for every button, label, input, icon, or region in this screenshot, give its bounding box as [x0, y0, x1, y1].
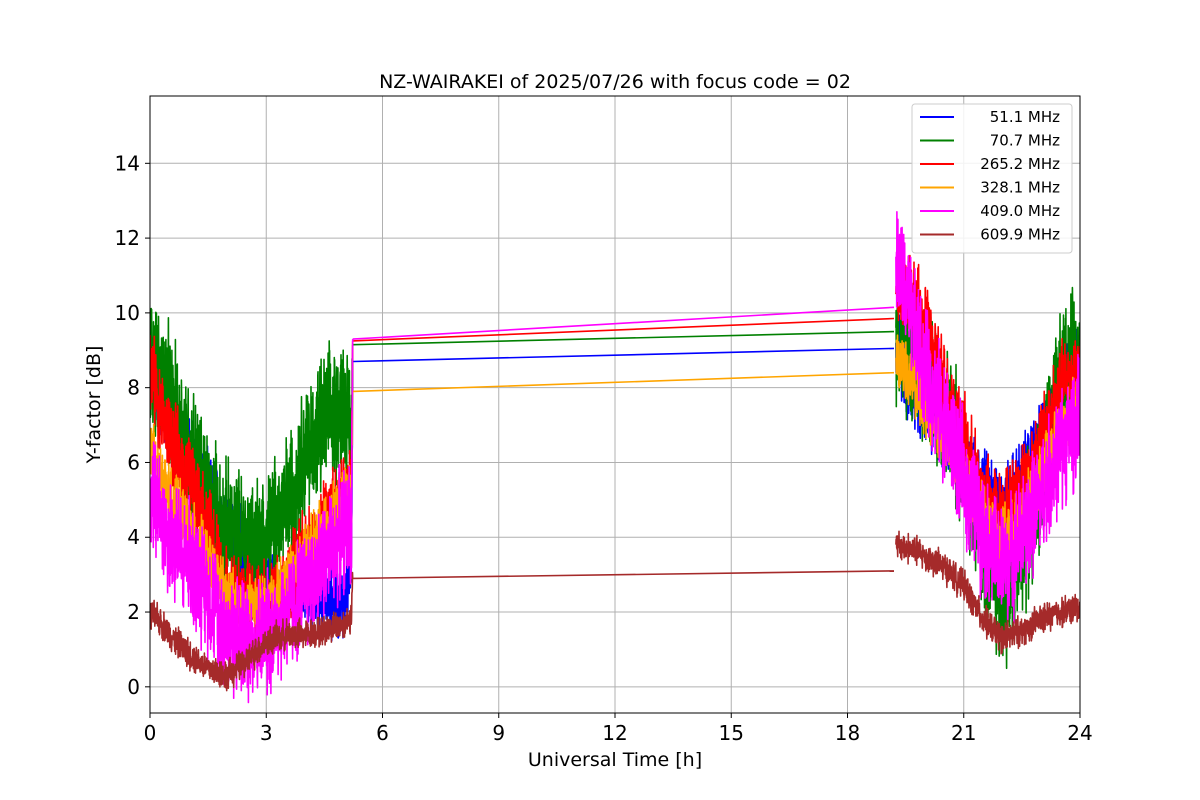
y-tick-label: 8	[127, 376, 140, 400]
series-line-segment	[895, 211, 1080, 627]
series-609-9-mhz	[150, 530, 1080, 692]
legend-label: 328.1 MHz	[980, 179, 1060, 197]
x-tick-label: 24	[1067, 721, 1092, 745]
series-line-segment	[150, 339, 354, 704]
series-line-segment	[352, 330, 895, 346]
x-tick-label: 21	[951, 721, 976, 745]
series-line-segment	[352, 371, 895, 393]
plot-area	[150, 211, 1080, 704]
y-tick-label: 6	[127, 450, 140, 474]
y-tick-label: 0	[127, 675, 140, 699]
series-line-segment	[352, 306, 895, 340]
series-line-segment	[895, 530, 1080, 655]
legend-label: 70.7 MHz	[990, 132, 1060, 150]
series-line-segment	[150, 571, 354, 692]
legend: 51.1 MHz 70.7 MHz 265.2 MHz 328.1 MHz 409.0 …	[911, 103, 1073, 254]
y-tick-label: 12	[115, 226, 140, 250]
chart-title: NZ-WAIRAKEI of 2025/07/26 with focus cod…	[379, 71, 851, 93]
x-tick-label: 0	[144, 721, 157, 745]
y-tick-label: 14	[115, 151, 140, 175]
legend-label: 51.1 MHz	[990, 108, 1060, 126]
x-tick-label: 9	[492, 721, 505, 745]
series-line-segment	[352, 347, 895, 363]
x-tick-label: 18	[835, 721, 860, 745]
y-tick-label: 2	[127, 600, 140, 624]
legend-label: 265.2 MHz	[980, 155, 1060, 173]
y-tick-label: 10	[115, 301, 140, 325]
y-axis-label: Y-factor [dB]	[83, 346, 105, 465]
x-tick-label: 12	[602, 721, 627, 745]
x-tick-label: 15	[719, 721, 744, 745]
y-tick-label: 4	[127, 525, 140, 549]
legend-label: 609.9 MHz	[980, 226, 1060, 244]
legend-label: 409.0 MHz	[980, 202, 1060, 220]
series-409-0-mhz	[150, 211, 1080, 704]
series-line-segment	[352, 570, 895, 580]
x-tick-label: 6	[376, 721, 389, 745]
series-line-segment	[352, 317, 895, 342]
x-tick-label: 3	[260, 721, 273, 745]
x-axis-label: Universal Time [h]	[528, 749, 702, 771]
